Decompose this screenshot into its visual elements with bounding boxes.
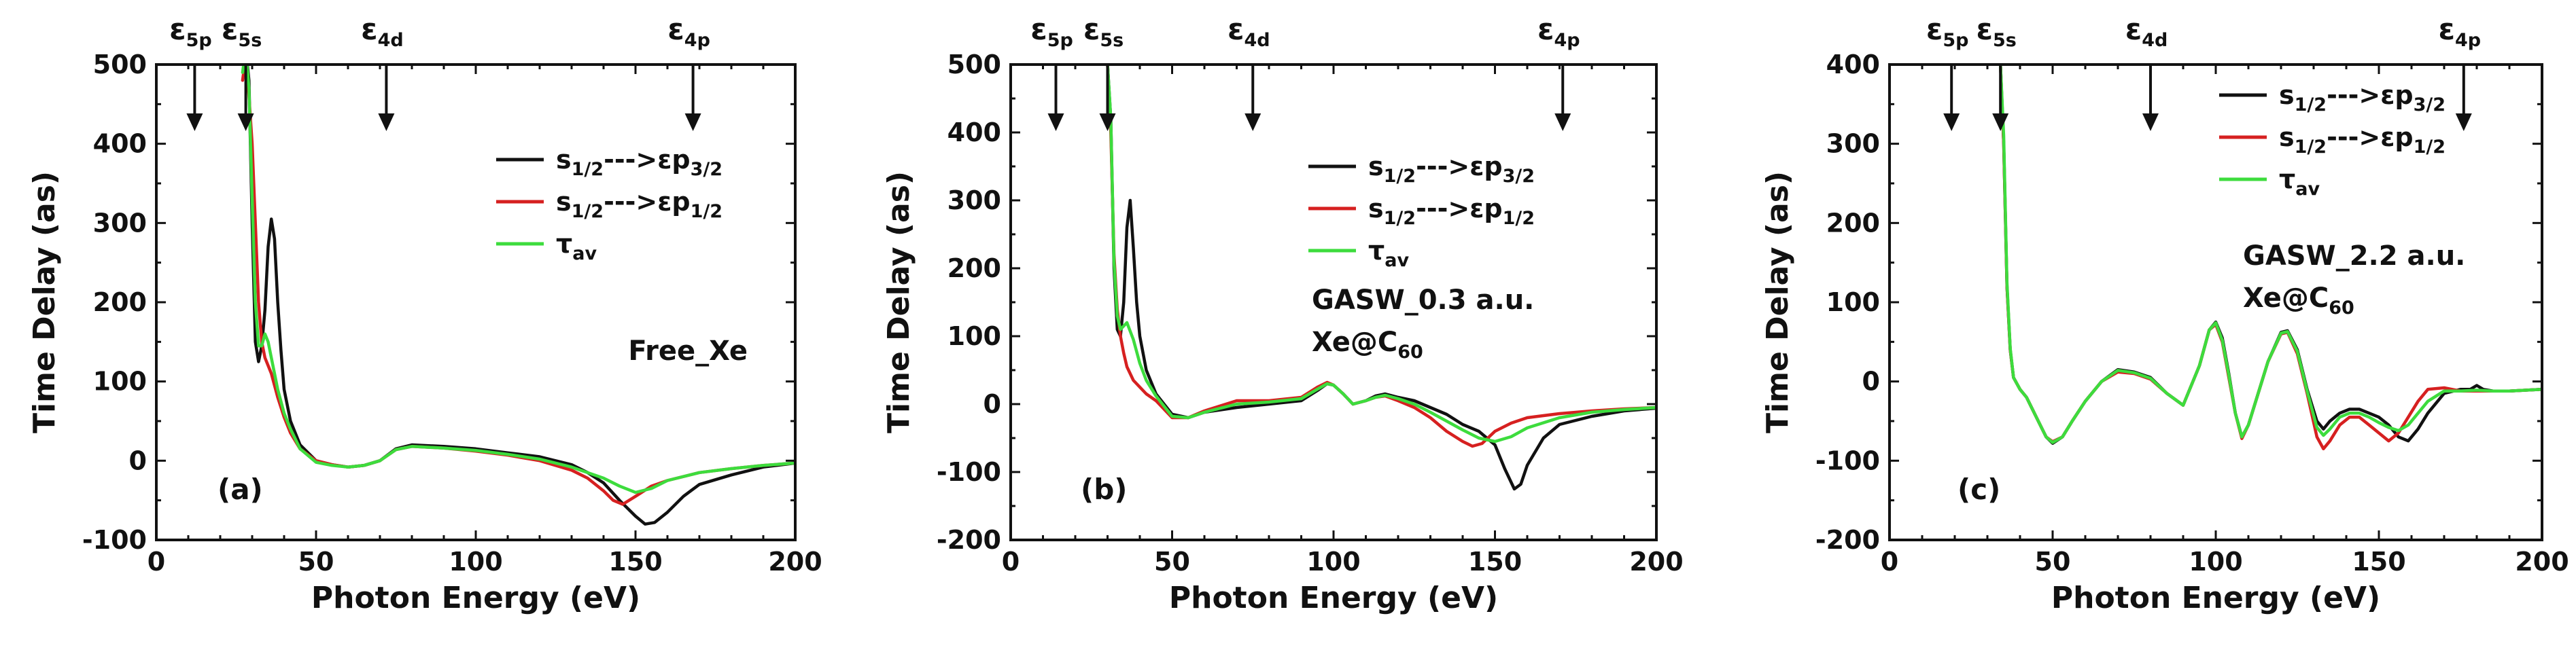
x-tick-label: 200 [1629,547,1683,577]
y-tick-label: 0 [1862,367,1880,397]
x-axis-title: Photon Energy (eV) [1169,581,1498,615]
annotation-text: Free_Xe [628,336,748,367]
y-tick-label: 400 [1826,50,1880,79]
y-tick-label: -200 [937,525,1001,555]
y-tick-label: 500 [947,50,1001,79]
x-tick-label: 0 [147,547,165,577]
edge-label: ε4d [361,12,404,51]
plot-frame [1888,63,2543,541]
legend-label: s1/2--->εp3/2 [2279,80,2446,115]
legend-label: s1/2--->εp1/2 [556,187,723,222]
y-tick-label: -100 [82,525,147,555]
edge-arrowhead [1099,113,1116,131]
edge-arrowhead [186,113,203,131]
edge-label: ε4d [1228,12,1270,51]
edge-label: ε5s [1977,12,2017,51]
edge-arrowhead [1943,113,1960,131]
annotation-text: Xe@C60 [1312,327,1423,363]
x-axis-title: Photon Energy (eV) [311,581,640,615]
edge-arrowhead [1992,113,2009,131]
x-tick-label: 50 [298,547,334,577]
y-tick-label: 100 [947,321,1001,351]
y-axis-title: Time Delay (as) [1760,171,1795,433]
edge-arrowhead [1245,113,1261,131]
y-tick-label: 400 [947,117,1001,147]
x-tick-label: 150 [2352,547,2405,577]
y-tick-label: 100 [93,367,147,397]
y-tick-label: 200 [1826,208,1880,238]
edge-label: ε4p [2438,12,2481,51]
x-tick-label: 100 [449,547,502,577]
y-tick-label: 300 [93,208,147,238]
y-tick-label: -100 [937,457,1001,487]
legend-label: τav [1368,236,1409,271]
edge-arrowhead [2142,113,2159,131]
edge-label: ε4p [1537,12,1580,51]
edge-label: ε5s [222,12,262,51]
legend-label: s1/2--->εp1/2 [2279,122,2446,158]
y-tick-label: 100 [1826,287,1880,317]
edge-arrowhead [1047,113,1064,131]
legend-label: τav [2279,164,2320,200]
x-tick-label: 0 [1002,547,1020,577]
legend-label: τav [556,229,597,264]
edge-label: ε4p [667,12,710,51]
edge-arrowhead [237,113,254,131]
legend-label: s1/2--->εp1/2 [1368,194,1535,229]
edge-arrowhead [378,113,395,131]
y-tick-label: 400 [93,129,147,159]
series-line-p32 [1106,65,1656,491]
series-line-tav [1106,65,1656,443]
edge-arrowhead [2455,113,2472,131]
edge-label: ε5p [1030,12,1073,51]
x-axis-title: Photon Energy (eV) [2051,581,2380,615]
edge-arrowhead [684,113,701,131]
x-tick-label: 150 [1468,547,1522,577]
chart-panel-1: 0 50 100 150 200 -200 -100 0 100 200 300 400 500 Phot… [882,12,1684,615]
x-tick-label: 150 [608,547,662,577]
x-tick-label: 100 [1306,547,1360,577]
y-tick-label: 200 [947,253,1001,283]
y-tick-label: -200 [1815,525,1880,555]
x-tick-label: 0 [1881,547,1898,577]
edge-label: ε5p [169,12,212,51]
legend-label: s1/2--->εp3/2 [1368,151,1535,187]
panel-tag: (a) [217,473,263,506]
edge-arrowhead [1554,113,1571,131]
y-tick-label: 300 [947,185,1001,215]
y-tick-label: -100 [1815,446,1880,475]
legend-label: s1/2--->εp3/2 [556,145,723,180]
y-axis-title: Time Delay (as) [882,171,916,433]
annotation-text: GASW_0.3 a.u. [1312,285,1534,316]
x-tick-label: 200 [2515,547,2569,577]
x-tick-label: 50 [2035,547,2071,577]
annotation-text: GASW_2.2 a.u. [2243,240,2465,272]
x-tick-label: 50 [1154,547,1190,577]
y-tick-label: 0 [129,446,147,475]
x-tick-label: 200 [768,547,822,577]
y-tick-label: 200 [93,287,147,317]
edge-label: ε4d [2125,12,2168,51]
y-tick-label: 0 [984,389,1001,419]
y-tick-label: 500 [93,50,147,79]
y-axis-title: Time Delay (as) [27,171,62,433]
annotation-text: Xe@C60 [2243,283,2354,319]
series-line-tav [241,65,795,494]
x-tick-label: 100 [2189,547,2242,577]
series-line-p12 [241,65,795,506]
series-line-tav [1998,65,2542,444]
series-line-p32 [241,65,795,526]
y-tick-label: 300 [1826,129,1880,159]
panel-tag: (b) [1081,473,1127,506]
panel-tag: (c) [1957,473,2000,506]
edge-label: ε5s [1083,12,1124,51]
edge-label: ε5p [1926,12,1969,51]
chart-panel-2: 0 50 100 150 200 -200 -100 0 100 200 300 400 Photon … [1760,12,2569,615]
